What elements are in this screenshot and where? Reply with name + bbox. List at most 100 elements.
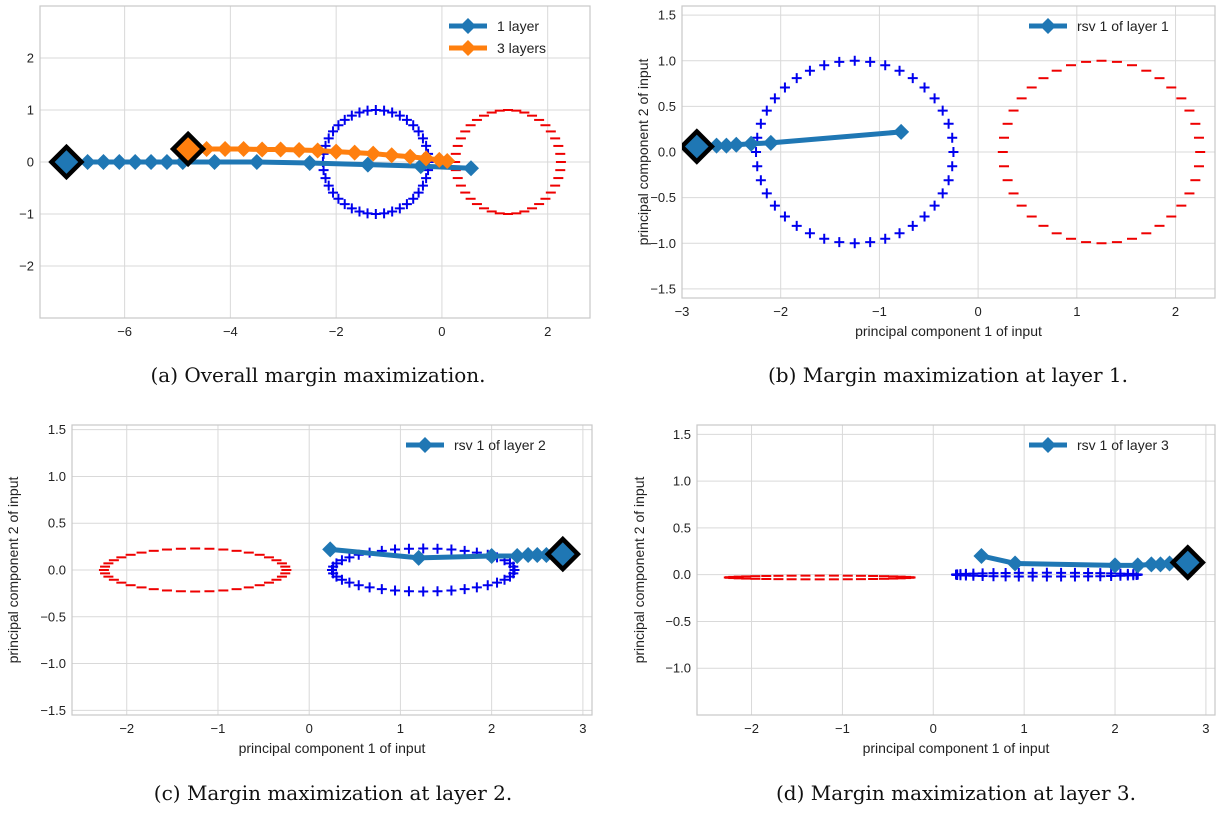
x-axis-label: principal component 1 of input [863,740,1050,756]
plus-marker [376,584,387,595]
y-tick-label: 0.5 [658,99,676,114]
series-point-1 [973,547,990,564]
plus-marker [336,555,347,566]
plus-marker [401,199,412,210]
y-tick-label: 0.0 [673,567,691,582]
plus-marker [947,161,958,172]
plus-marker [769,200,780,211]
plus-marker [446,544,457,555]
series-point-2 [291,142,308,159]
series-point-1 [718,137,735,154]
series-point-1 [206,154,223,170]
plus-marker [408,120,419,131]
plus-marker [418,543,429,554]
plus-marker [948,147,959,157]
plot-frame [681,5,1216,299]
plus-marker [1095,571,1106,582]
plus-marker [1027,571,1038,582]
plus-marker [819,233,830,244]
y-axis-label: principal component 2 of input [5,477,21,664]
plot-content [48,105,566,219]
plus-marker [849,238,860,249]
highlighted-initial-point [48,143,85,181]
y-tick-label: −0.5 [40,609,66,624]
plus-marker [1056,571,1067,582]
series-point-2 [439,152,456,169]
plus-marker [752,161,763,172]
plus-marker [865,56,876,67]
highlighted-initial-point [169,130,207,168]
plus-marker [504,558,515,569]
y-tick-label: 1.5 [48,422,66,437]
x-tick-label: 0 [306,721,313,736]
x-tick-label: −2 [329,324,344,339]
legend-label: 3 layers [497,40,546,56]
plus-marker [413,187,424,198]
plus-marker [880,60,891,71]
plus-marker [333,193,344,204]
x-axis-label: principal component 1 of input [855,323,1042,339]
plus-marker [344,552,355,563]
plus-marker [418,586,429,597]
plus-marker [333,120,344,131]
plus-marker [849,55,860,66]
caption-b: (b) Margin maximization at layer 1. [768,363,1128,387]
plus-marker [336,574,347,585]
series-point-1 [158,154,175,170]
plus-marker [394,110,405,121]
plus-marker [968,570,979,581]
x-tick-label: 0 [930,721,937,736]
series-point-1 [708,137,725,154]
highlighted-initial-point [1169,544,1206,581]
y-tick-label: 1.0 [658,53,676,68]
series-point-2 [309,142,326,159]
y-tick-label: −0.5 [665,614,691,629]
legend: rsv 1 of layer 2 [406,437,546,453]
plus-marker [403,586,414,597]
plus-marker [459,584,470,595]
series-point-1 [1107,557,1124,574]
series-point-1 [95,154,112,170]
plus-marker [988,571,999,582]
x-tick-label: −2 [119,721,134,736]
plus-marker [751,147,762,157]
series-point-1 [111,154,128,170]
series-point-2 [346,144,363,161]
x-tick-label: −6 [117,324,132,339]
series-point-2 [365,145,382,162]
x-tick-label: 3 [1202,721,1209,736]
series-point-2 [254,141,271,158]
plus-marker [907,73,918,84]
plus-marker [779,211,790,222]
x-tick-label: −2 [744,721,759,736]
plus-marker [482,580,493,591]
x-tick-label: 0 [974,304,981,319]
plus-marker [323,133,334,144]
x-tick-label: 1 [1021,721,1028,736]
x-tick-label: −1 [872,304,887,319]
x-tick-label: 3 [579,721,586,736]
plus-marker [834,237,845,248]
x-tick-label: −1 [835,721,850,736]
plus-marker [403,543,414,554]
plus-marker [331,571,342,582]
plus-marker [379,208,390,219]
caption-c: (c) Margin maximization at layer 2. [154,781,512,805]
panel-a: −6 −4 −2 0 2 −2 −1 0 1 2 1 layer 3 layers [19,5,591,339]
y-tick-label: −0.5 [650,190,676,205]
y-tick-label: 0.5 [673,520,691,535]
x-tick-label: 1 [1073,304,1080,319]
plus-marker [339,114,350,125]
plus-marker [919,82,930,93]
plus-marker [947,132,958,143]
caption-d: (d) Margin maximization at layer 3. [776,781,1136,805]
y-tick-label: 0.0 [658,145,676,160]
plus-marker [943,175,954,186]
legend-label: rsv 1 of layer 3 [1077,437,1169,453]
plus-marker [508,568,519,579]
panel-b: −3 −2 −1 0 1 2 −1.5 −1.0 −0.5 0.0 0.5 1.0 1.5 princip… [635,5,1216,339]
series-point-1 [743,135,760,152]
caption-a: (a) Overall margin maximization. [150,363,485,387]
series-point-1 [509,547,526,564]
series-point-1 [1007,555,1024,572]
